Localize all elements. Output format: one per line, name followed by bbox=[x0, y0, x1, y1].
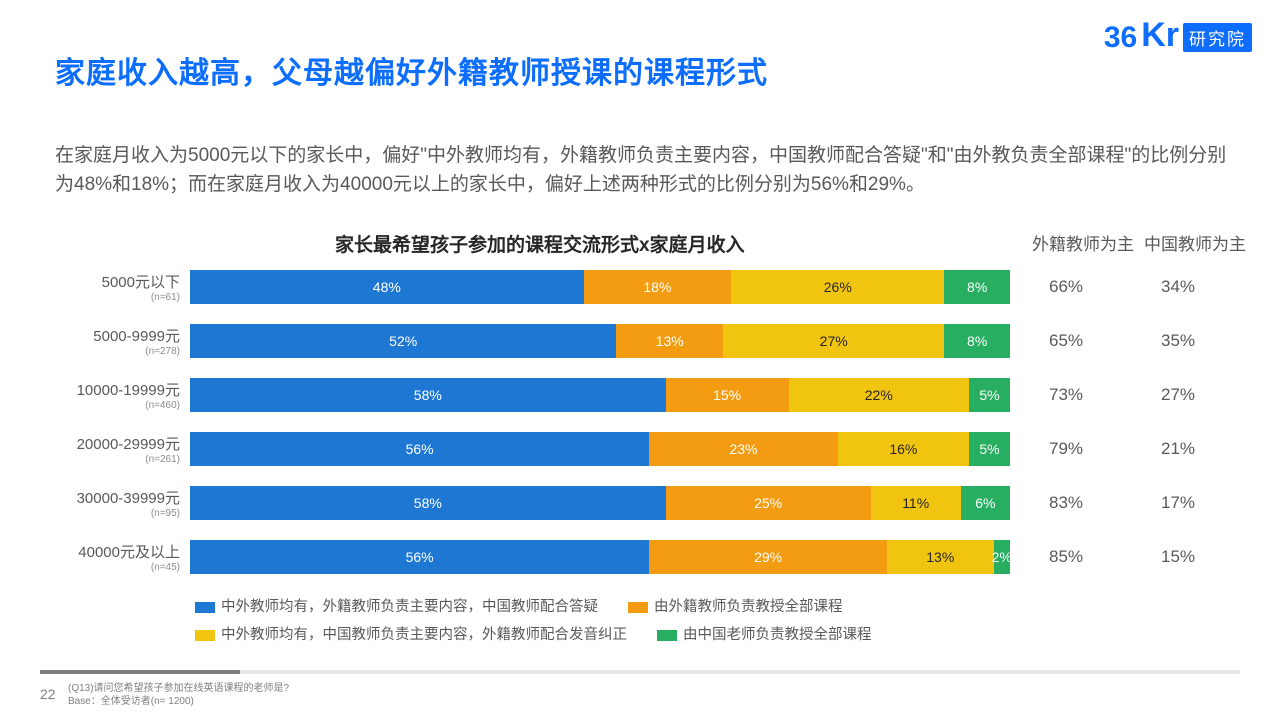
legend-label: 中外教师均有，外籍教师负责主要内容，中国教师配合答疑 bbox=[221, 594, 598, 622]
description-text: 在家庭月收入为5000元以下的家长中，偏好"中外教师均有，外籍教师负责主要内容，… bbox=[55, 142, 1230, 199]
row-sample-size: (n=95) bbox=[58, 508, 180, 519]
legend-item: 由外籍教师负责教授全部课程 bbox=[628, 594, 843, 622]
bar-segment: 56% bbox=[190, 540, 649, 574]
bar-segment: 25% bbox=[666, 486, 871, 520]
row-sample-size: (n=261) bbox=[58, 454, 180, 465]
legend-item: 由中国老师负责教授全部课程 bbox=[657, 622, 872, 650]
bar-segment: 22% bbox=[789, 378, 969, 412]
row-label: 20000-29999元 bbox=[58, 433, 180, 454]
bar-segment: 11% bbox=[871, 486, 961, 520]
chart-row: 40000元及以上(n=45)56%29%13%2%85%15% bbox=[58, 530, 1248, 584]
bar-segment: 5% bbox=[969, 432, 1010, 466]
legend-label: 由外籍教师负责教授全部课程 bbox=[654, 594, 843, 622]
footnote-line-1: (Q13)请问您希望孩子参加在线英语课程的老师是? bbox=[68, 682, 289, 695]
footnote-line-2: Base：全体受访者(n= 1200) bbox=[68, 695, 289, 708]
pct-foreign: 83% bbox=[1010, 493, 1122, 513]
pct-foreign: 79% bbox=[1010, 439, 1122, 459]
brand-logo: 36 Kr 研究院 bbox=[1104, 18, 1252, 57]
legend-swatch bbox=[195, 602, 215, 613]
bar-segment: 48% bbox=[190, 270, 584, 304]
bar-segment: 8% bbox=[944, 324, 1010, 358]
stacked-bar: 56%29%13%2% bbox=[190, 540, 1010, 574]
legend-label: 由中国老师负责教授全部课程 bbox=[683, 622, 872, 650]
chart-row: 10000-19999元(n=460)58%15%22%5%73%27% bbox=[58, 368, 1248, 422]
bar-segment: 16% bbox=[838, 432, 969, 466]
logo-part-36: 36 bbox=[1104, 21, 1137, 55]
footnote: (Q13)请问您希望孩子参加在线英语课程的老师是? Base：全体受访者(n= … bbox=[68, 682, 289, 708]
row-label-wrap: 40000元及以上(n=45) bbox=[58, 541, 190, 573]
pct-foreign: 85% bbox=[1010, 547, 1122, 567]
legend-row: 中外教师均有，中国教师负责主要内容，外籍教师配合发音纠正 由中国老师负责教授全部课… bbox=[195, 622, 1045, 650]
row-label: 5000-9999元 bbox=[58, 325, 180, 346]
bar-segment: 8% bbox=[944, 270, 1010, 304]
logo-part-kr: Kr bbox=[1141, 16, 1179, 55]
column-header-foreign: 外籍教师为主 bbox=[1028, 230, 1138, 255]
row-label: 10000-19999元 bbox=[58, 379, 180, 400]
pct-chinese: 21% bbox=[1122, 439, 1234, 459]
pct-foreign: 65% bbox=[1010, 331, 1122, 351]
row-label-wrap: 30000-39999元(n=95) bbox=[58, 487, 190, 519]
row-sample-size: (n=61) bbox=[58, 292, 180, 303]
stacked-bar: 52%13%27%8% bbox=[190, 324, 1010, 358]
chart-area: 5000元以下(n=61)48%18%26%8%66%34%5000-9999元… bbox=[58, 260, 1248, 584]
bar-segment: 52% bbox=[190, 324, 616, 358]
bar-segment: 27% bbox=[723, 324, 944, 358]
row-sample-size: (n=460) bbox=[58, 400, 180, 411]
bar-segment: 18% bbox=[584, 270, 732, 304]
chart-legend: 中外教师均有，外籍教师负责主要内容，中国教师配合答疑 由外籍教师负责教授全部课程中… bbox=[195, 594, 1045, 649]
row-label-wrap: 10000-19999元(n=460) bbox=[58, 379, 190, 411]
legend-row: 中外教师均有，外籍教师负责主要内容，中国教师配合答疑 由外籍教师负责教授全部课程 bbox=[195, 594, 1045, 622]
bar-segment: 2% bbox=[994, 540, 1010, 574]
pct-chinese: 35% bbox=[1122, 331, 1234, 351]
row-label: 30000-39999元 bbox=[58, 487, 180, 508]
bar-segment: 29% bbox=[649, 540, 887, 574]
column-header-chinese: 中国教师为主 bbox=[1140, 230, 1250, 255]
bar-segment: 13% bbox=[887, 540, 994, 574]
pct-foreign: 66% bbox=[1010, 277, 1122, 297]
legend-item: 中外教师均有，中国教师负责主要内容，外籍教师配合发音纠正 bbox=[195, 622, 627, 650]
footer-divider-accent bbox=[40, 670, 240, 674]
legend-swatch bbox=[657, 630, 677, 641]
chart-row: 5000-9999元(n=278)52%13%27%8%65%35% bbox=[58, 314, 1248, 368]
chart-row: 5000元以下(n=61)48%18%26%8%66%34% bbox=[58, 260, 1248, 314]
chart-row: 30000-39999元(n=95)58%25%11%6%83%17% bbox=[58, 476, 1248, 530]
row-label-wrap: 20000-29999元(n=261) bbox=[58, 433, 190, 465]
pct-chinese: 15% bbox=[1122, 547, 1234, 567]
bar-segment: 13% bbox=[616, 324, 723, 358]
bar-segment: 58% bbox=[190, 486, 666, 520]
row-label-wrap: 5000元以下(n=61) bbox=[58, 271, 190, 303]
chart-row: 20000-29999元(n=261)56%23%16%5%79%21% bbox=[58, 422, 1248, 476]
stacked-bar: 58%15%22%5% bbox=[190, 378, 1010, 412]
stacked-bar: 48%18%26%8% bbox=[190, 270, 1010, 304]
bar-segment: 56% bbox=[190, 432, 649, 466]
logo-box: 研究院 bbox=[1183, 23, 1252, 52]
legend-swatch bbox=[628, 602, 648, 613]
bar-segment: 23% bbox=[649, 432, 838, 466]
chart-title: 家长最希望孩子参加的课程交流形式x家庭月收入 bbox=[335, 230, 745, 257]
bar-segment: 15% bbox=[666, 378, 789, 412]
legend-label: 中外教师均有，中国教师负责主要内容，外籍教师配合发音纠正 bbox=[221, 622, 627, 650]
legend-swatch bbox=[195, 630, 215, 641]
bar-segment: 58% bbox=[190, 378, 666, 412]
row-label: 40000元及以上 bbox=[58, 541, 180, 562]
row-sample-size: (n=45) bbox=[58, 562, 180, 573]
row-label: 5000元以下 bbox=[58, 271, 180, 292]
legend-item: 中外教师均有，外籍教师负责主要内容，中国教师配合答疑 bbox=[195, 594, 598, 622]
row-label-wrap: 5000-9999元(n=278) bbox=[58, 325, 190, 357]
pct-chinese: 27% bbox=[1122, 385, 1234, 405]
pct-chinese: 34% bbox=[1122, 277, 1234, 297]
stacked-bar: 56%23%16%5% bbox=[190, 432, 1010, 466]
bar-segment: 26% bbox=[731, 270, 944, 304]
bar-segment: 6% bbox=[961, 486, 1010, 520]
page-title: 家庭收入越高，父母越偏好外籍教师授课的课程形式 bbox=[55, 48, 768, 92]
bar-segment: 5% bbox=[969, 378, 1010, 412]
pct-foreign: 73% bbox=[1010, 385, 1122, 405]
page-number: 22 bbox=[40, 686, 56, 702]
row-sample-size: (n=278) bbox=[58, 346, 180, 357]
pct-chinese: 17% bbox=[1122, 493, 1234, 513]
stacked-bar: 58%25%11%6% bbox=[190, 486, 1010, 520]
